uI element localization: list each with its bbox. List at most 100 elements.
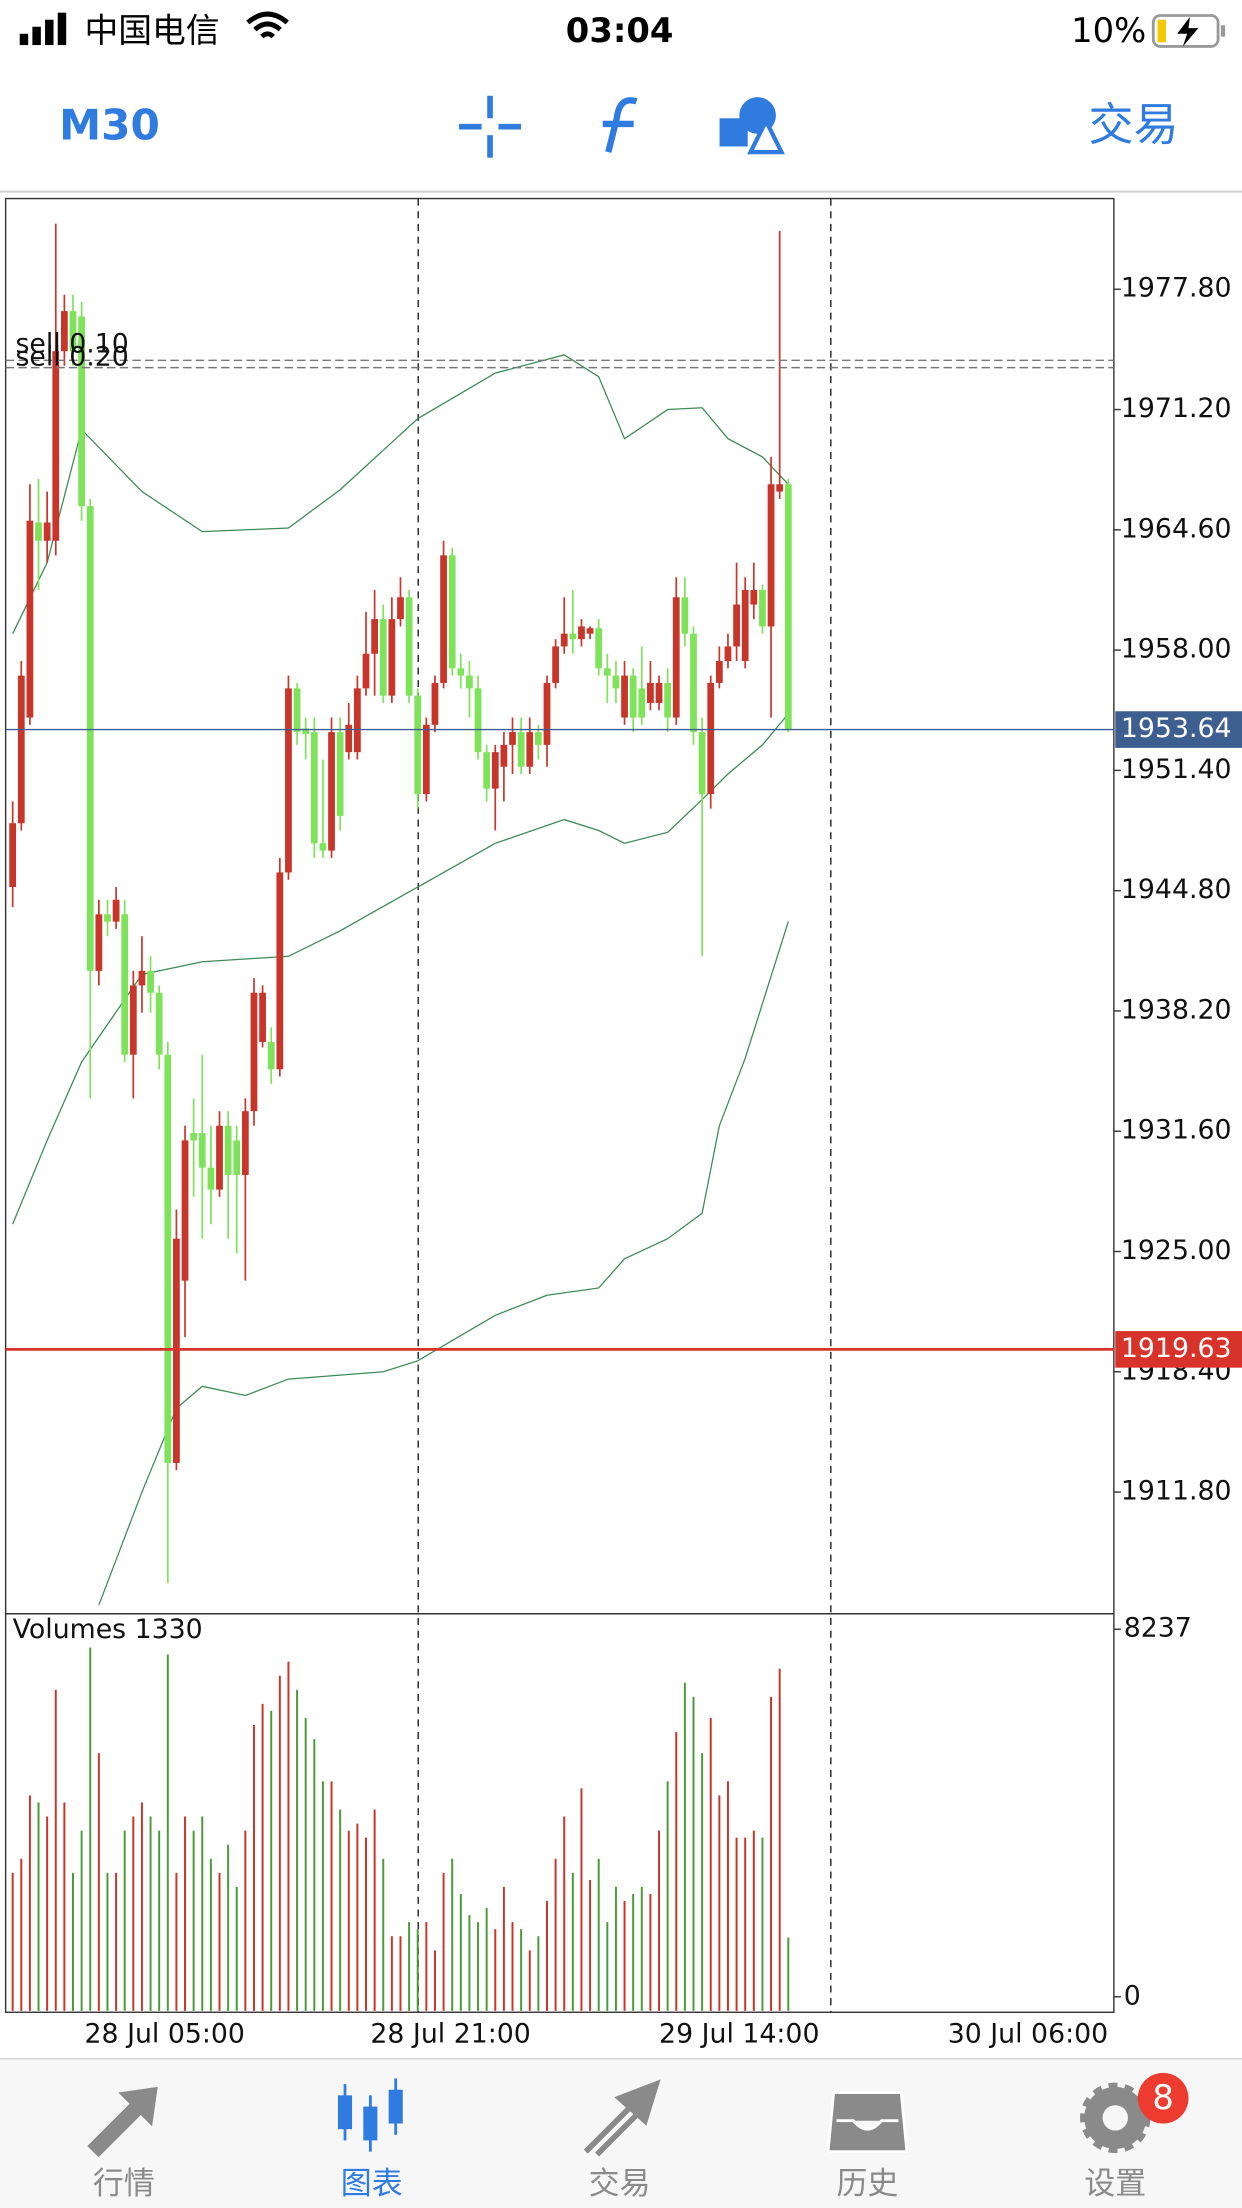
candle-body xyxy=(319,843,327,851)
volume-bar xyxy=(339,1809,342,2011)
candle-body xyxy=(17,675,25,824)
candle-body xyxy=(250,992,258,1112)
x-tick-label: 28 Jul 21:00 xyxy=(370,2018,530,2049)
candle-body xyxy=(638,688,646,718)
bollinger-band xyxy=(98,921,789,1606)
candle-body xyxy=(440,555,447,683)
tab-label[interactable]: 交易 xyxy=(589,2166,651,2202)
candle-body xyxy=(147,970,154,993)
x-tick-label: 29 Jul 14:00 xyxy=(659,2018,819,2049)
volume-bar xyxy=(252,1724,255,2011)
quotes-icon xyxy=(87,2086,158,2158)
candle-body xyxy=(483,752,491,789)
trade-button[interactable]: 交易 xyxy=(1089,98,1179,151)
volume-bar xyxy=(244,1830,247,2011)
volume-bar xyxy=(158,1830,161,2011)
volume-bar xyxy=(649,1893,652,2011)
objects-button[interactable] xyxy=(719,97,785,155)
candle-body xyxy=(345,724,353,753)
candle-body xyxy=(707,682,715,795)
candle-body xyxy=(466,675,473,689)
candle-body xyxy=(698,732,706,795)
candle-body xyxy=(43,522,51,541)
candle-body xyxy=(104,914,111,922)
crosshair-button[interactable] xyxy=(459,95,522,158)
candle-body xyxy=(500,744,508,767)
volume-bar xyxy=(46,1816,49,2011)
volume-bar xyxy=(399,1936,402,2011)
candle-body xyxy=(155,992,163,1055)
candle-body xyxy=(95,914,103,971)
price-label: 1919.63 xyxy=(1121,1333,1232,1364)
candle-body xyxy=(491,752,499,789)
volume-bar xyxy=(63,1802,66,2011)
volume-bar xyxy=(683,1682,686,2011)
volume-title: Volumes 1330 xyxy=(13,1614,203,1645)
volume-bar xyxy=(658,1830,661,2011)
volume-bar xyxy=(175,1872,178,2011)
candle-body xyxy=(776,484,784,492)
candle-body xyxy=(431,682,439,725)
volume-bar xyxy=(451,1858,454,2011)
candle-body xyxy=(26,520,34,718)
chart-icon xyxy=(337,2078,403,2152)
volume-bar xyxy=(390,1936,393,2011)
candle-body xyxy=(621,675,628,718)
candle-body xyxy=(362,653,370,689)
volume-bar xyxy=(72,1872,74,2011)
clock: 03:04 xyxy=(566,11,674,50)
volume-bar xyxy=(149,1816,152,2011)
volume-bar xyxy=(408,1922,411,2011)
volume-bar xyxy=(11,1872,14,2011)
candle-body xyxy=(681,597,689,634)
candle-body xyxy=(267,1041,275,1070)
candle-body xyxy=(586,628,594,634)
candle-body xyxy=(629,675,637,718)
volume-bar xyxy=(701,1753,704,2011)
volume-bar xyxy=(580,1788,583,2011)
tab-label[interactable]: 设置 xyxy=(1084,2166,1146,2202)
candle-body xyxy=(52,351,60,541)
bollinger-band xyxy=(12,354,789,634)
volume-bar xyxy=(494,1929,497,2011)
volume-bar xyxy=(571,1872,574,2011)
candle-body xyxy=(578,626,585,640)
candle-body xyxy=(224,1125,232,1175)
volume-tick-label: 0 xyxy=(1124,1980,1141,2011)
volume-bar xyxy=(709,1717,712,2011)
volume-bar xyxy=(356,1823,359,2011)
price-label-box xyxy=(1115,711,1242,748)
tab-label[interactable]: 图表 xyxy=(341,2166,403,2202)
indicator-button[interactable] xyxy=(602,97,638,153)
volume-bar xyxy=(209,1858,212,2011)
volume-bar xyxy=(287,1661,290,2011)
candle-body xyxy=(86,506,94,971)
tabs: 行情 图表 交易 历史 设置 8 xyxy=(93,2078,1174,2202)
volume-bar xyxy=(778,1668,781,2011)
volume-bar xyxy=(54,1689,57,2011)
volume-bar xyxy=(416,1929,419,2011)
tab-label[interactable]: 历史 xyxy=(836,2166,898,2202)
y-tick-label: 1925.00 xyxy=(1121,1235,1232,1266)
y-tick-label: 1944.80 xyxy=(1121,874,1232,905)
volume-bar xyxy=(640,1886,643,2011)
volume-bar xyxy=(123,1830,126,2011)
volume-bar xyxy=(692,1696,695,2011)
volume-bar xyxy=(537,1936,540,2011)
volume-bar xyxy=(313,1739,316,2011)
volume-bar xyxy=(520,1929,523,2011)
candle-body xyxy=(190,1133,198,1141)
candle-body xyxy=(457,668,465,676)
tab-label[interactable]: 行情 xyxy=(93,2166,155,2202)
volume-bar xyxy=(675,1732,678,2011)
volume-bar xyxy=(528,1950,531,2011)
candle-body xyxy=(241,1111,249,1175)
candle-body xyxy=(767,484,775,627)
y-tick-label: 1964.60 xyxy=(1121,513,1232,544)
y-tick-label: 1938.20 xyxy=(1121,994,1232,1025)
candle-body xyxy=(733,604,740,647)
timeframe-button[interactable]: M30 xyxy=(59,101,160,150)
volume-bar xyxy=(140,1802,143,2011)
volume-bar xyxy=(227,1844,230,2011)
candle-body xyxy=(759,589,766,627)
